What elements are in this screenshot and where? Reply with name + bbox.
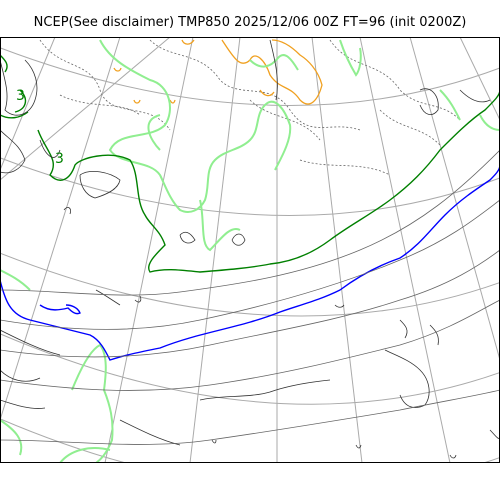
isotherm-zero: [0, 164, 500, 361]
contour-label: 3: [16, 88, 25, 104]
contour-label: 3: [55, 151, 64, 167]
isotherm-green: [0, 54, 500, 273]
graticule-parallels: [0, 47, 500, 463]
isotherms-grey: [0, 149, 500, 445]
isotherm-lightgreen: [0, 39, 500, 463]
coastlines: [0, 39, 500, 459]
map-frame: [0, 37, 500, 463]
isotherms-dotted: [39, 39, 461, 176]
map-title: NCEP(See disclaimer) TMP850 2025/12/06 0…: [33, 15, 467, 30]
isotherm-warm: [113, 39, 323, 105]
